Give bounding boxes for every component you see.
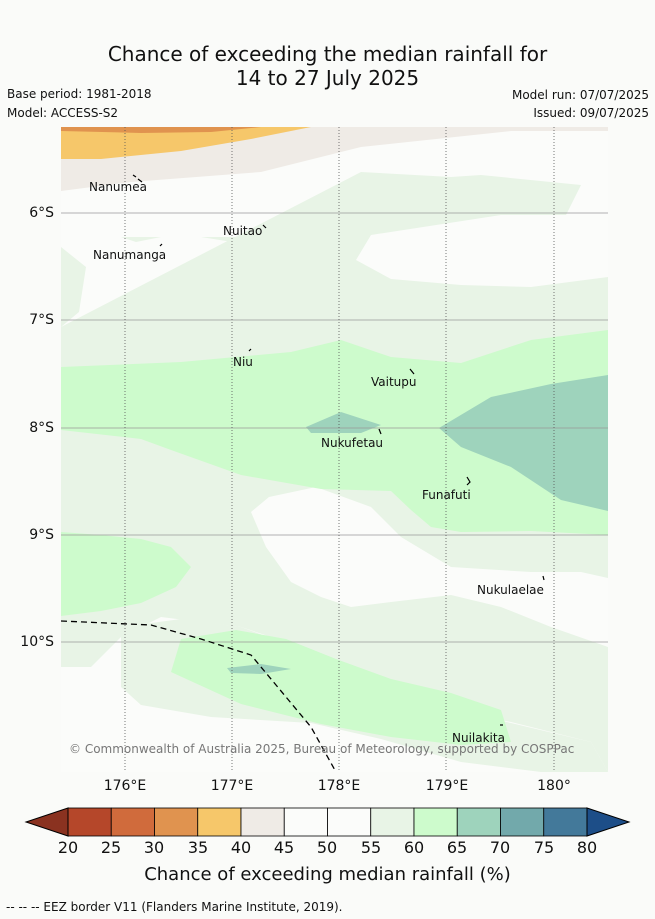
colorbar-tick: 50 xyxy=(316,838,338,857)
latitude-gridlines xyxy=(61,212,608,643)
issued-date: Issued: 09/07/2025 xyxy=(533,106,649,120)
model-name: Model: ACCESS-S2 xyxy=(7,106,119,120)
colorbar-cell xyxy=(197,807,242,837)
place-label: Niu xyxy=(233,355,253,369)
contour-65-70-south xyxy=(227,664,291,674)
latitude-label: 7°S xyxy=(29,312,54,328)
longitude-label: 178°E xyxy=(317,778,361,794)
colorbar-cell xyxy=(456,807,501,837)
copyright-notice: © Commonwealth of Australia 2025, Bureau… xyxy=(69,742,574,756)
place-label: Funafuti xyxy=(422,488,471,502)
colorbar-tick: 65 xyxy=(446,838,468,857)
contour-30-35 xyxy=(61,127,261,133)
contour-60-65-west xyxy=(61,532,191,616)
contour-35-40 xyxy=(61,127,311,159)
colorbar-cell xyxy=(500,807,545,837)
place-label: Nanumanga xyxy=(93,248,166,262)
longitude-label: 179°E xyxy=(425,778,469,794)
colorbar xyxy=(24,807,631,837)
map-title-line1: Chance of exceeding the median rainfall … xyxy=(107,42,548,66)
colorbar-tick: 35 xyxy=(187,838,209,857)
colorbar-tick: 20 xyxy=(57,838,79,857)
colorbar-tick: 25 xyxy=(100,838,122,857)
place-label: Nukulaelae xyxy=(477,583,544,597)
eez-legend-note: -- -- -- EEZ border V11 (Flanders Marine… xyxy=(6,900,343,914)
colorbar-tick: 60 xyxy=(403,838,425,857)
colorbar-cell xyxy=(283,807,328,837)
colorbar-high-arrow xyxy=(586,807,631,837)
colorbar-cell xyxy=(67,807,112,837)
colorbar-cell xyxy=(543,807,588,837)
longitude-gridlines xyxy=(124,127,555,772)
longitude-label: 176°E xyxy=(103,778,147,794)
model-run: Model run: 07/07/2025 xyxy=(511,88,649,102)
colorbar-cell xyxy=(370,807,415,837)
place-label: Nuitao xyxy=(223,224,262,238)
colorbar-cell xyxy=(240,807,285,837)
eez-border xyxy=(61,620,337,772)
place-label: Vaitupu xyxy=(371,375,417,389)
longitude-label: 180° xyxy=(537,778,571,794)
colorbar-tick: 55 xyxy=(360,838,382,857)
colorbar-cell xyxy=(327,807,372,837)
colorbar-tick: 30 xyxy=(143,838,165,857)
map-title-line2: 14 to 27 July 2025 xyxy=(235,66,420,90)
island-marks xyxy=(132,174,545,726)
contour-60-65-south xyxy=(171,630,511,745)
place-label: Nukufetau xyxy=(321,436,383,450)
colorbar-tick: 75 xyxy=(533,838,555,857)
latitude-label: 6°S xyxy=(29,205,54,221)
colorbar-tick: 80 xyxy=(576,838,598,857)
rainfall-map: Nanumea Nuitao Nanumanga Niu Vaitupu Nuk… xyxy=(61,127,608,772)
contour-65-70-east xyxy=(439,375,608,511)
latitude-label: 8°S xyxy=(29,420,54,436)
colorbar-tick: 70 xyxy=(489,838,511,857)
place-label: Nanumea xyxy=(89,180,147,194)
colorbar-cell xyxy=(154,807,199,837)
colorbar-cell xyxy=(110,807,155,837)
base-period: Base period: 1981-2018 xyxy=(7,87,152,101)
place-label: Nuilakita xyxy=(452,731,505,745)
colorbar-title: Chance of exceeding median rainfall (%) xyxy=(144,864,511,885)
colorbar-cell xyxy=(413,807,458,837)
longitude-label: 177°E xyxy=(210,778,254,794)
colorbar-low-arrow xyxy=(24,807,69,837)
latitude-label: 9°S xyxy=(29,527,54,543)
latitude-label: 10°S xyxy=(20,634,54,650)
colorbar-tick: 45 xyxy=(273,838,295,857)
colorbar-tick: 40 xyxy=(230,838,252,857)
rainfall-map-svg: Nanumea Nuitao Nanumanga Niu Vaitupu Nuk… xyxy=(61,127,608,772)
